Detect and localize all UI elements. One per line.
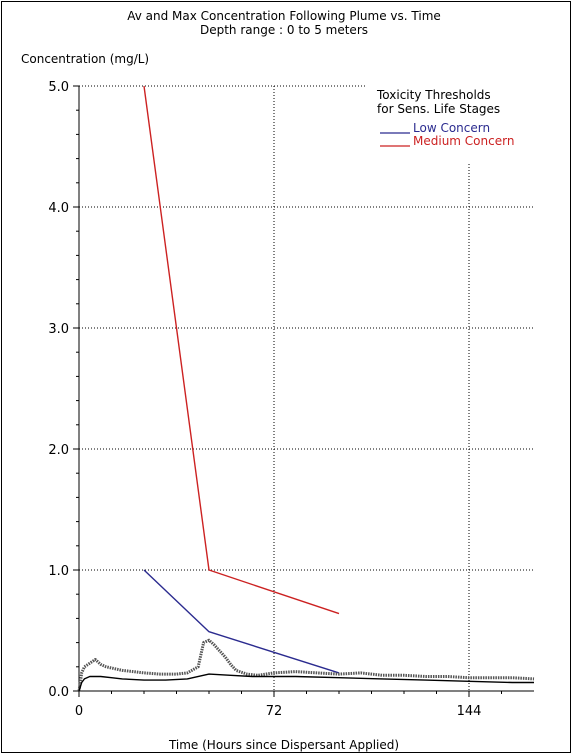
chart-subtitle: Depth range : 0 to 5 meters [200,23,368,37]
y-tick-label: 2.0 [48,443,69,458]
concentration-line-4 [78,673,534,692]
concentration-line-3 [77,638,535,692]
legend-label: Medium Concern [413,134,514,148]
y-tick-label: 5.0 [48,80,69,95]
y-tick-label: 0.0 [48,685,69,700]
x-tick-label: 72 [266,704,283,719]
y-axis-label: Concentration (mg/L) [21,52,149,66]
chart-title: Av and Max Concentration Following Plume… [127,9,441,23]
series-line-medium-concern [143,85,340,615]
x-tick-label: 144 [457,704,482,719]
axes [78,86,534,692]
x-axis-ticks: 0 72 144 [75,691,502,719]
x-tick-label: 0 [75,704,83,719]
y-tick-label: 3.0 [48,322,69,337]
series-lines [77,85,535,692]
legend-box [366,84,534,164]
x-axis-label: Time (Hours since Dispersant Applied) [168,738,399,752]
y-axis-ticks: 0.0 1.0 2.0 3.0 4.0 5.0 [48,80,79,700]
legend: Toxicity Thresholds for Sens. Life Stage… [366,84,534,164]
y-tick-label: 4.0 [48,201,69,216]
legend-title-line-2: for Sens. Life Stages [377,102,500,116]
legend-label: Low Concern [413,121,490,135]
y-tick-label: 1.0 [48,564,69,579]
grid-lines [79,85,534,691]
legend-title-line-1: Toxicity Thresholds [376,88,491,102]
series-line-low-concern [143,569,340,674]
